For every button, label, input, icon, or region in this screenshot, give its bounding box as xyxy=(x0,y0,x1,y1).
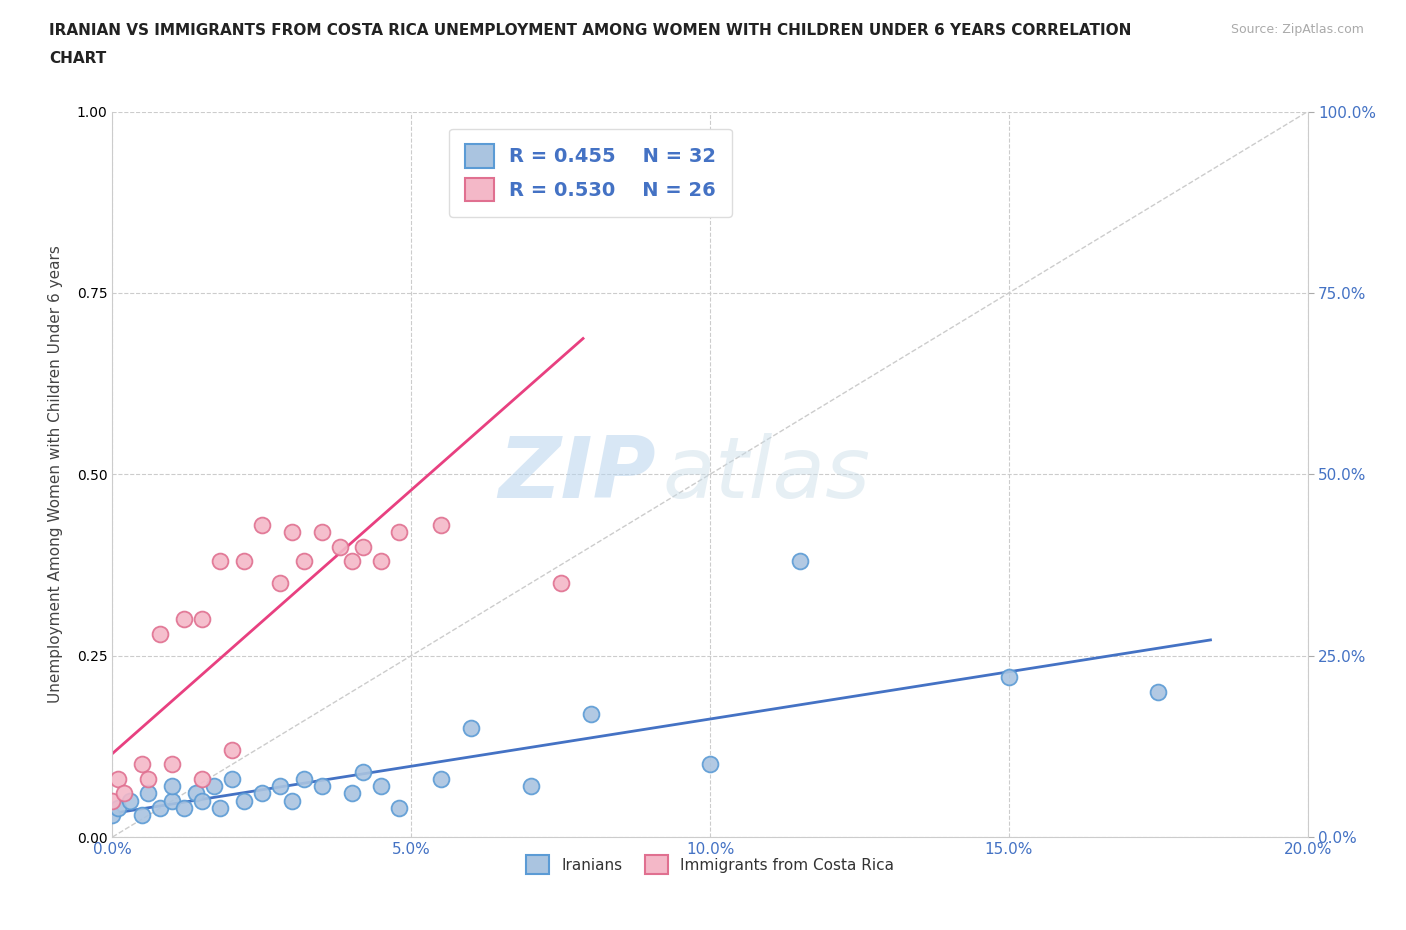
Text: ZIP: ZIP xyxy=(499,432,657,516)
Point xyxy=(520,778,543,793)
Point xyxy=(489,140,512,155)
Point xyxy=(221,772,243,787)
Point xyxy=(281,525,304,539)
Point xyxy=(353,764,375,779)
Point xyxy=(191,772,214,787)
Point xyxy=(579,706,602,721)
Point xyxy=(789,554,811,569)
Point xyxy=(292,772,315,787)
Point xyxy=(460,721,482,736)
Point xyxy=(149,801,172,816)
Point xyxy=(329,539,352,554)
Point xyxy=(209,801,232,816)
Point xyxy=(191,612,214,627)
Point xyxy=(101,793,124,808)
Point xyxy=(430,518,453,533)
Point xyxy=(233,554,256,569)
Text: Source: ZipAtlas.com: Source: ZipAtlas.com xyxy=(1230,23,1364,36)
Point xyxy=(281,793,304,808)
Point xyxy=(131,757,153,772)
Point xyxy=(340,786,363,801)
Point xyxy=(998,670,1021,684)
Point xyxy=(202,778,225,793)
Y-axis label: Unemployment Among Women with Children Under 6 years: Unemployment Among Women with Children U… xyxy=(48,246,63,703)
Point xyxy=(370,554,392,569)
Point xyxy=(388,801,411,816)
Point xyxy=(269,778,291,793)
Point xyxy=(388,525,411,539)
Point xyxy=(114,786,135,801)
Point xyxy=(221,742,243,757)
Point xyxy=(162,793,183,808)
Point xyxy=(131,808,153,823)
Point xyxy=(186,786,208,801)
Point xyxy=(120,793,142,808)
Point xyxy=(173,801,195,816)
Point xyxy=(340,554,363,569)
Text: CHART: CHART xyxy=(49,51,107,66)
Point xyxy=(250,786,273,801)
Point xyxy=(101,808,124,823)
Point xyxy=(550,576,572,591)
Point xyxy=(353,539,375,554)
Point xyxy=(173,612,195,627)
Text: atlas: atlas xyxy=(662,432,870,516)
Point xyxy=(138,786,160,801)
Legend: Iranians, Immigrants from Costa Rica: Iranians, Immigrants from Costa Rica xyxy=(520,849,900,880)
Point xyxy=(138,772,160,787)
Point xyxy=(191,793,214,808)
Text: IRANIAN VS IMMIGRANTS FROM COSTA RICA UNEMPLOYMENT AMONG WOMEN WITH CHILDREN UND: IRANIAN VS IMMIGRANTS FROM COSTA RICA UN… xyxy=(49,23,1132,38)
Point xyxy=(311,778,333,793)
Point xyxy=(430,772,453,787)
Point xyxy=(250,518,273,533)
Point xyxy=(233,793,256,808)
Point xyxy=(269,576,291,591)
Point xyxy=(107,772,129,787)
Point xyxy=(699,757,721,772)
Point xyxy=(162,757,183,772)
Point xyxy=(292,554,315,569)
Point xyxy=(107,801,129,816)
Point xyxy=(1147,684,1170,699)
Point xyxy=(149,627,172,642)
Point xyxy=(311,525,333,539)
Point xyxy=(370,778,392,793)
Point xyxy=(162,778,183,793)
Point xyxy=(209,554,232,569)
